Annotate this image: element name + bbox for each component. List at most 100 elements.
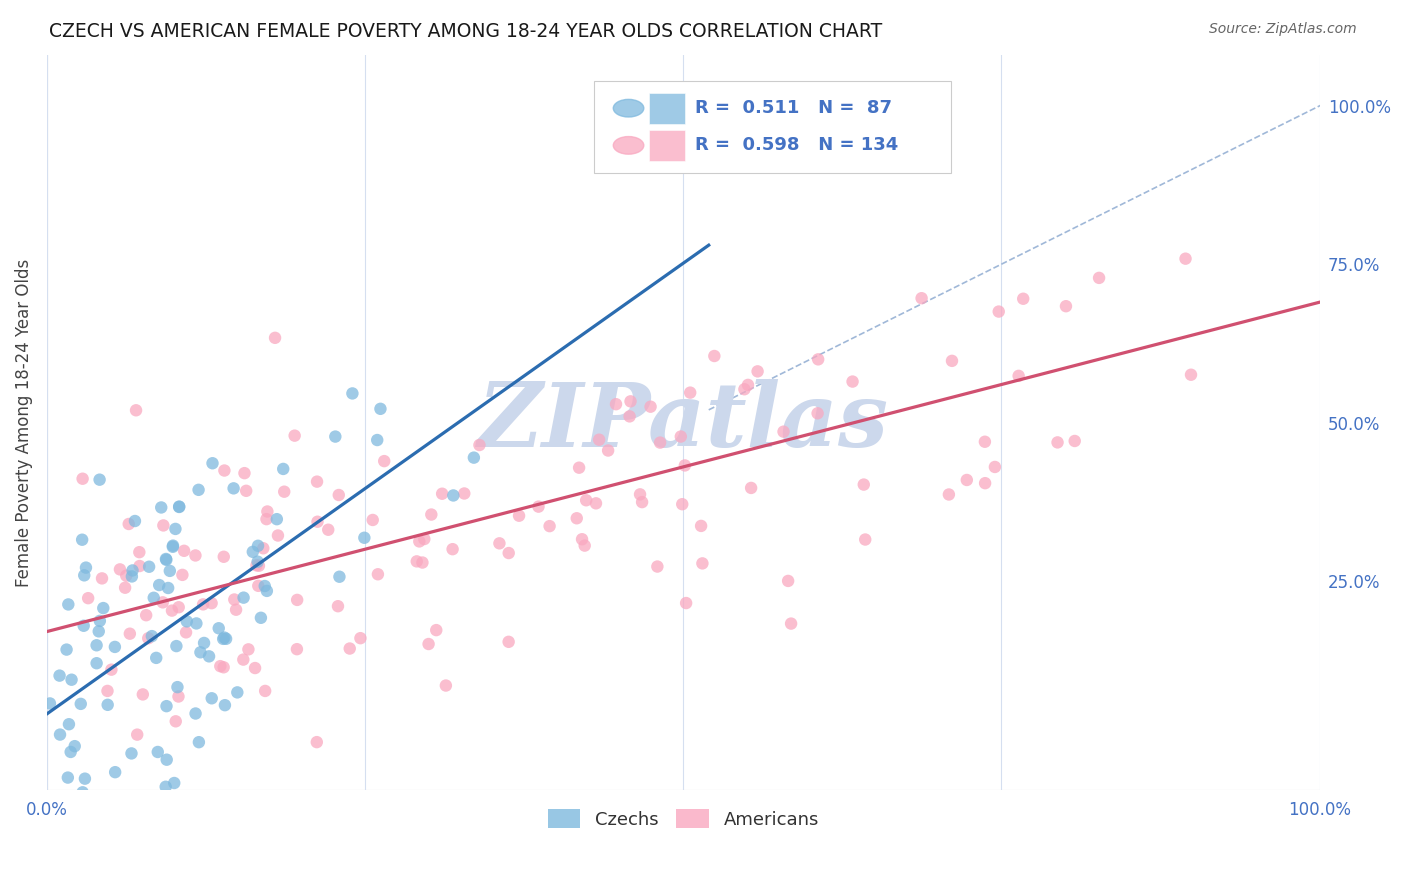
Americans — [1007, 368, 1029, 383]
Americans — [408, 534, 430, 549]
Czechs — [89, 614, 111, 628]
Americans — [418, 637, 440, 651]
Americans — [214, 463, 236, 477]
Czechs — [214, 631, 236, 645]
Americans — [619, 394, 641, 409]
Americans — [565, 511, 588, 525]
Americans — [165, 714, 187, 729]
FancyBboxPatch shape — [650, 93, 685, 124]
Americans — [508, 508, 530, 523]
Czechs — [256, 583, 278, 598]
Americans — [91, 571, 114, 585]
Czechs — [150, 500, 173, 515]
Czechs — [55, 642, 77, 657]
Czechs — [104, 765, 127, 780]
Czechs — [250, 611, 273, 625]
Americans — [841, 375, 863, 389]
Americans — [339, 641, 361, 656]
Czechs — [86, 657, 108, 671]
Americans — [747, 364, 769, 378]
Americans — [733, 382, 755, 396]
Americans — [373, 454, 395, 468]
Czechs — [121, 569, 143, 583]
Americans — [669, 429, 692, 443]
Czechs — [59, 745, 82, 759]
Americans — [498, 546, 520, 560]
Americans — [434, 679, 457, 693]
Americans — [118, 516, 141, 531]
Americans — [191, 598, 214, 612]
Americans — [1054, 299, 1077, 313]
Czechs — [166, 680, 188, 694]
Americans — [538, 519, 561, 533]
Americans — [247, 558, 270, 573]
Americans — [305, 735, 328, 749]
Americans — [941, 354, 963, 368]
Americans — [1174, 252, 1197, 266]
Americans — [571, 533, 593, 547]
Americans — [172, 567, 194, 582]
Czechs — [48, 668, 70, 682]
Americans — [631, 495, 654, 509]
Czechs — [271, 462, 294, 476]
Text: CZECH VS AMERICAN FEMALE POVERTY AMONG 18-24 YEAR OLDS CORRELATION CHART: CZECH VS AMERICAN FEMALE POVERTY AMONG 1… — [49, 22, 883, 41]
Americans — [273, 484, 295, 499]
Czechs — [215, 632, 238, 646]
Americans — [778, 574, 800, 588]
Czechs — [124, 514, 146, 528]
Americans — [628, 487, 651, 501]
Americans — [619, 409, 641, 424]
Text: R =  0.598   N = 134: R = 0.598 N = 134 — [695, 136, 898, 154]
Czechs — [156, 753, 179, 767]
Americans — [703, 349, 725, 363]
Czechs — [97, 698, 120, 712]
Americans — [987, 304, 1010, 318]
Americans — [585, 496, 607, 510]
Americans — [136, 632, 159, 646]
Americans — [974, 476, 997, 491]
Americans — [690, 519, 713, 533]
Americans — [212, 549, 235, 564]
Americans — [598, 443, 620, 458]
Czechs — [342, 386, 364, 401]
Americans — [209, 659, 232, 673]
Americans — [640, 400, 662, 414]
Americans — [326, 599, 349, 614]
Circle shape — [613, 136, 644, 154]
Americans — [235, 483, 257, 498]
Czechs — [104, 640, 127, 654]
Americans — [430, 487, 453, 501]
Americans — [160, 604, 183, 618]
Americans — [96, 684, 118, 698]
Czechs — [87, 624, 110, 639]
Americans — [233, 466, 256, 480]
Czechs — [89, 473, 111, 487]
Americans — [938, 487, 960, 501]
Czechs — [142, 591, 165, 605]
Czechs — [73, 772, 96, 786]
Americans — [225, 603, 247, 617]
Czechs — [141, 629, 163, 643]
Americans — [453, 486, 475, 500]
Americans — [167, 690, 190, 704]
FancyBboxPatch shape — [650, 130, 685, 161]
Americans — [285, 642, 308, 657]
Americans — [108, 562, 131, 576]
Czechs — [162, 540, 184, 554]
Czechs — [70, 533, 93, 547]
Americans — [1046, 435, 1069, 450]
Czechs — [63, 739, 86, 754]
Americans — [100, 663, 122, 677]
Americans — [77, 591, 100, 606]
Americans — [671, 497, 693, 511]
Americans — [201, 596, 224, 610]
Americans — [247, 579, 270, 593]
Czechs — [72, 785, 94, 799]
Czechs — [212, 632, 235, 646]
Americans — [807, 406, 830, 420]
Text: Source: ZipAtlas.com: Source: ZipAtlas.com — [1209, 22, 1357, 37]
Czechs — [58, 717, 80, 731]
Czechs — [190, 645, 212, 659]
Americans — [647, 559, 669, 574]
Americans — [498, 635, 520, 649]
